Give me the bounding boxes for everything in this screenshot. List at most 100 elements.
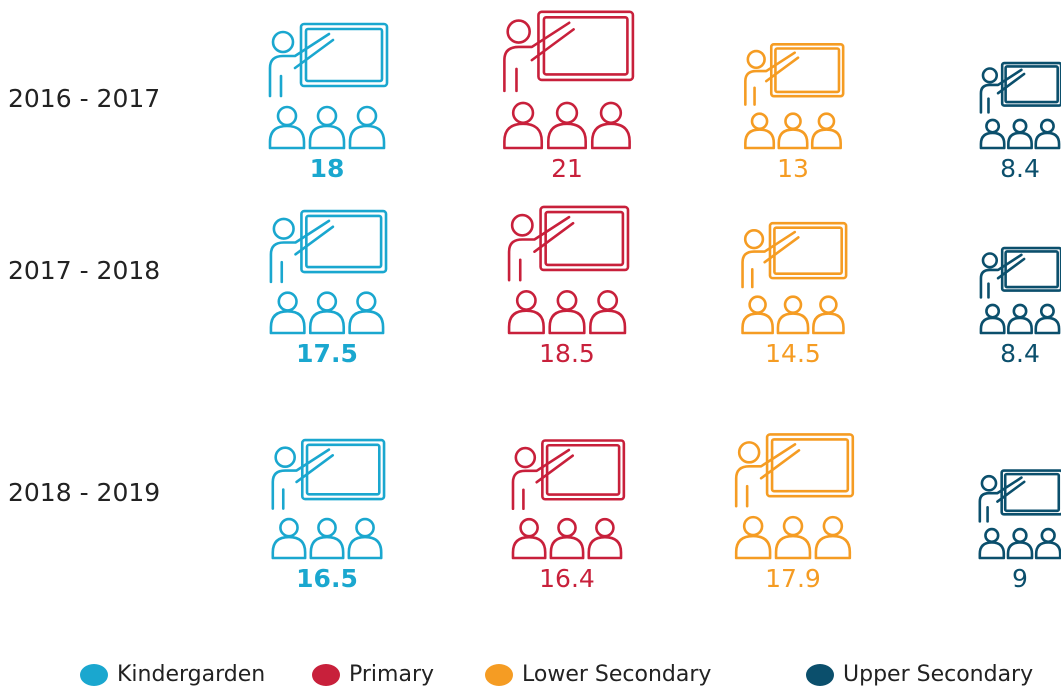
teacher-body (981, 70, 1024, 112)
person-head (601, 103, 621, 123)
legend-swatch (806, 664, 834, 686)
person-head (744, 517, 762, 535)
board-inner (306, 29, 382, 81)
board-inner (775, 49, 839, 92)
person-head (596, 519, 613, 536)
teacher-head (748, 51, 765, 68)
person-body (273, 537, 305, 558)
person-head (785, 114, 800, 129)
person-body (311, 537, 343, 558)
teacher-head (273, 32, 293, 52)
person-head (356, 519, 373, 536)
row-label: 2016 - 2017 (8, 84, 160, 113)
row-label: 2018 - 2019 (8, 478, 160, 507)
person-head (318, 107, 336, 125)
teacher-head (745, 230, 763, 248)
person-body (271, 311, 304, 333)
person-head (558, 291, 576, 309)
board (1002, 63, 1061, 105)
value-label: 18 (310, 154, 345, 183)
person-body (745, 130, 773, 148)
person-head (278, 107, 296, 125)
value-label: 8.4 (1000, 154, 1040, 183)
teacher-body (980, 478, 1024, 522)
teacher-head (508, 21, 530, 43)
person-body (1008, 318, 1031, 333)
person-body (778, 314, 808, 333)
board-inner (772, 439, 848, 491)
teacher-body (513, 450, 573, 509)
teacher-body (745, 53, 798, 105)
legend-text: Lower Secondary (522, 662, 711, 687)
teacher-body (270, 34, 333, 96)
person-body (270, 126, 304, 148)
person-body (551, 537, 583, 558)
board-inner (1006, 251, 1058, 287)
board-inner (307, 445, 379, 494)
legend-text: Upper Secondary (843, 662, 1033, 687)
person-body (513, 537, 545, 558)
person-head (785, 297, 801, 313)
person-body (1008, 542, 1032, 558)
person-head (752, 114, 767, 129)
board (542, 441, 623, 500)
teacher-body (736, 444, 799, 506)
person-head (599, 291, 617, 309)
person-body (1036, 318, 1059, 333)
value-label: 16.4 (539, 564, 595, 593)
pictogram-icon (981, 248, 1061, 333)
value-label: 17.5 (296, 339, 358, 368)
person-head (557, 103, 577, 123)
teacher-body (509, 217, 573, 280)
person-body (592, 124, 629, 148)
pictogram-icon (504, 12, 633, 148)
value-label: 8.4 (1000, 339, 1040, 368)
person-body (350, 126, 384, 148)
person-body (1036, 133, 1059, 148)
teacher-head (274, 219, 294, 239)
legend-swatch (80, 664, 108, 686)
person-body (548, 124, 585, 148)
person-body (504, 124, 541, 148)
value-label: 14.5 (765, 339, 821, 368)
pictogram-icon (509, 207, 628, 333)
person-body (550, 311, 585, 333)
value-label: 18.5 (539, 339, 595, 368)
person-body (1008, 133, 1031, 148)
person-body (813, 314, 843, 333)
person-head (1041, 305, 1053, 317)
legend-swatch (312, 664, 340, 686)
person-head (513, 103, 533, 123)
board-inner (547, 445, 619, 494)
pictogram-icon (980, 471, 1061, 558)
person-head (986, 305, 998, 317)
person-head (357, 293, 375, 311)
person-head (521, 519, 538, 536)
person-head (820, 297, 836, 313)
board (301, 211, 386, 272)
board (771, 44, 843, 96)
teacher-body (981, 255, 1024, 297)
person-head (318, 519, 335, 536)
value-label: 16.5 (296, 564, 358, 593)
pictogram-icon (745, 44, 843, 148)
board-inner (1005, 474, 1059, 511)
person-body (350, 311, 383, 333)
teacher-head (983, 69, 997, 83)
board-inner (774, 228, 841, 274)
person-body (310, 311, 343, 333)
pictogram-icon (270, 24, 387, 148)
person-head (819, 114, 834, 129)
board (1002, 248, 1061, 290)
value-label: 9 (1012, 564, 1028, 593)
teacher-head (512, 215, 532, 235)
legend-swatch (485, 664, 513, 686)
board-inner (306, 216, 381, 267)
value-label: 21 (551, 154, 583, 183)
board (538, 12, 632, 80)
board-inner (544, 17, 627, 74)
person-body (1036, 542, 1060, 558)
person-body (779, 130, 807, 148)
pictogram-icon (513, 441, 624, 558)
person-head (1014, 120, 1026, 132)
